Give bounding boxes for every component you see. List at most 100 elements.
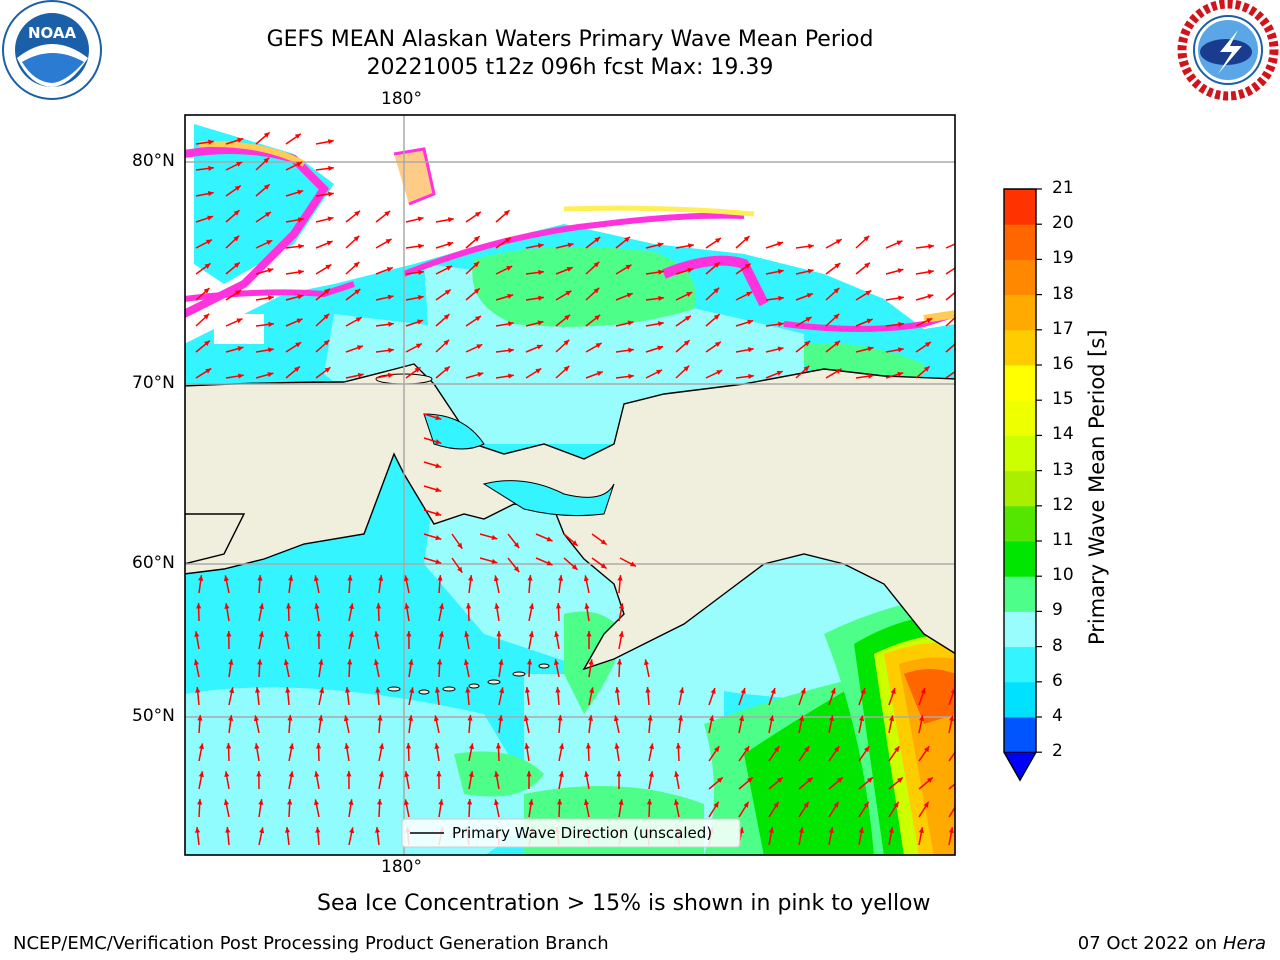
wave-arrow [828,687,836,706]
wave-arrow [588,659,594,678]
wave-arrow [374,827,381,846]
wave-arrow [315,827,321,846]
wave-arrow [591,557,608,570]
wave-arrow [287,714,293,734]
wave-arrow [494,771,500,790]
wave-arrow [885,240,903,249]
wave-arrow [585,370,604,379]
wave-arrow [375,687,381,706]
wave-arrow [765,370,783,379]
wave-arrow [315,216,334,223]
colorbar-tick-label: 21 [1052,178,1074,198]
wave-arrow [498,687,505,706]
wave-arrow [495,321,514,327]
footer-host: Hera [1222,933,1266,954]
wave-arrow [256,770,262,790]
wave-arrow [645,295,664,302]
wave-arrow [918,801,930,818]
wave-arrow [223,799,230,818]
wave-arrow [315,313,330,327]
wave-arrow [768,776,784,790]
wave-arrow [375,347,394,353]
wave-arrow [563,557,579,571]
wave-arrow [678,687,685,706]
wave-arrow [197,714,203,734]
lat-label-70: 70°N [132,373,175,393]
wave-arrow [255,157,270,171]
wave-arrow [313,575,320,594]
wave-arrow [375,321,394,327]
wave-arrow [558,743,565,762]
wave-arrow [226,742,232,762]
wave-arrow [557,575,564,594]
wave-arrow [348,827,355,846]
wave-arrow [555,314,571,327]
wave-arrow [348,799,354,818]
colorbar-band [1004,435,1036,472]
colorbar-tick-label: 9 [1052,600,1063,621]
wave-arrow [408,659,414,678]
wave-arrow [795,365,810,379]
wave-arrow [194,631,200,650]
wave-arrow [225,137,244,145]
wave-arrow [617,575,623,594]
wave-arrow [553,659,560,678]
wave-arrow [885,371,904,379]
wave-arrow [918,776,934,790]
wave-arrow [284,631,290,650]
wave-arrow [197,798,203,818]
wave-arrow [795,340,811,353]
wave-arrow [888,801,900,818]
wave-arrow [585,287,600,301]
wave-arrow [525,367,542,379]
wave-arrow [825,287,840,301]
wave-arrow [523,715,530,734]
wave-arrow [285,243,304,250]
wave-arrow [195,340,211,353]
wave-arrow [618,603,625,622]
wave-arrow [493,575,500,594]
wave-arrow [648,743,655,762]
wave-arrow [375,210,391,223]
wave-arrow [618,631,624,650]
wave-arrow [285,365,301,379]
colorbar-band [1004,259,1036,296]
wave-arrow [374,631,380,650]
wave-arrow [434,743,440,762]
wave-arrow [315,165,334,172]
wave-arrow [735,235,751,249]
wave-arrow [888,715,895,734]
wave-arrow [345,372,364,379]
wave-arrow [479,533,498,540]
wave-arrow [858,687,866,706]
colorbar-band [1004,470,1036,507]
wave-arrow [348,631,354,650]
wave-arrow [404,603,410,622]
footer-date: 07 Oct 2022 on Hera [1078,933,1266,954]
wave-arrow [583,799,590,818]
wave-arrow [405,269,424,276]
wave-arrow [315,263,332,275]
wave-arrow [495,742,502,762]
wave-arrow [258,799,264,818]
wave-arrow [735,319,754,327]
wave-arrow [828,801,840,818]
map-panel: Primary Wave Direction (unscaled) [184,114,956,856]
wave-arrow [255,183,271,197]
wave-arrow [494,603,500,622]
wave-arrow [675,365,690,379]
wave-arrow [885,321,904,328]
wave-arrow [673,799,680,818]
wave-arrow [768,715,775,734]
wave-arrow [765,321,784,327]
wave-arrow [423,461,442,469]
wave-arrow [257,658,263,678]
wave-arrow [285,341,302,353]
green-period-chukchi [472,246,696,327]
wave-arrow [406,630,412,650]
wave-arrow [677,715,684,734]
wave-arrow [195,191,214,197]
wave-arrow [643,659,650,678]
wave-arrow [587,715,594,734]
wave-arrow [405,742,412,762]
